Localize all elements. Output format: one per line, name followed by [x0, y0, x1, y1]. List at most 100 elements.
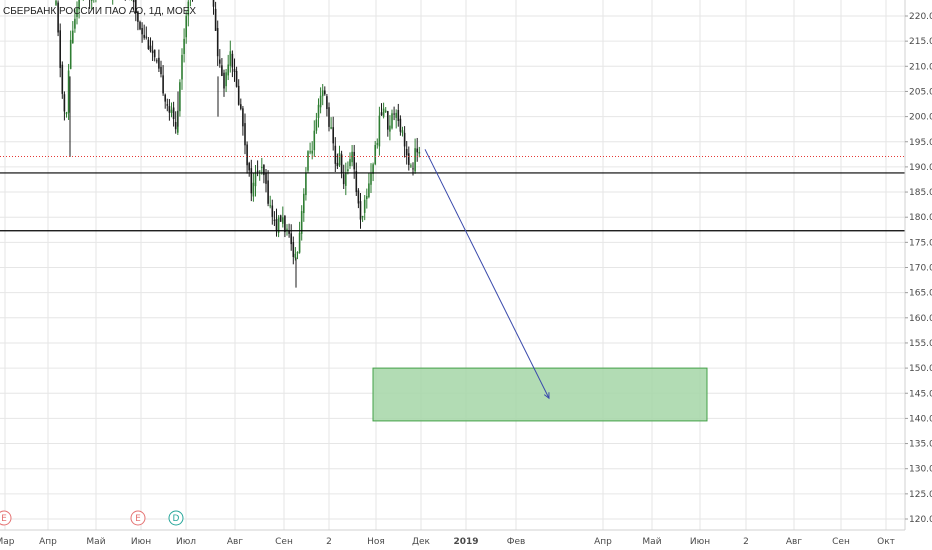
x-tick-label: Фев: [507, 537, 526, 547]
candle-body: [179, 82, 181, 112]
x-tick-label: Май: [642, 537, 661, 547]
y-tick-label: 195.00: [909, 138, 932, 148]
candle: [395, 109, 397, 129]
candle-body: [292, 242, 295, 257]
candle-body: [296, 251, 299, 254]
event-marker-circle: [168, 510, 184, 526]
candle-body: [181, 54, 183, 80]
x-tick-label: 2019: [453, 537, 478, 547]
candle: [250, 159, 253, 202]
candle-body: [347, 169, 349, 172]
x-tick-label: Окт: [877, 537, 895, 547]
candle: [321, 83, 324, 106]
candle-body: [345, 173, 347, 186]
candle: [391, 109, 393, 130]
candle: [72, 21, 74, 44]
x-tick-label: Июн: [131, 537, 151, 547]
candle: [269, 195, 271, 209]
candle-body: [59, 30, 61, 68]
candle: [345, 162, 347, 196]
x-tick-label: Дек: [412, 537, 431, 547]
y-tick-label: 205.00: [909, 87, 932, 97]
candle: [296, 251, 299, 260]
candle: [399, 115, 402, 136]
projection-arrow-line[interactable]: [424, 149, 550, 399]
event-marker[interactable]: E: [0, 510, 12, 526]
x-tick-label: Апр: [594, 537, 612, 547]
candle: [330, 117, 332, 130]
candle-body: [72, 30, 74, 43]
candle-body: [246, 144, 248, 166]
x-tick-label: Мар: [0, 537, 15, 547]
candle: [65, 111, 68, 118]
candle: [376, 138, 379, 149]
event-marker[interactable]: D: [168, 510, 184, 526]
candle: [212, 0, 215, 15]
candle-body: [389, 125, 391, 132]
candle-body: [240, 104, 242, 109]
candle: [414, 138, 416, 174]
y-tick-label: 175.00: [909, 238, 932, 248]
candle: [275, 208, 278, 237]
candle-body: [212, 0, 215, 7]
candle: [267, 170, 269, 207]
event-marker[interactable]: E: [130, 510, 146, 526]
candle-body: [366, 196, 368, 199]
candle: [273, 211, 276, 227]
candle-body: [303, 193, 305, 214]
candle: [166, 98, 169, 112]
candle-body: [313, 130, 316, 151]
candle-body: [76, 8, 78, 17]
candle: [216, 20, 219, 66]
candle: [357, 188, 360, 209]
candle: [82, 0, 84, 1]
candle-body: [305, 173, 307, 196]
candle-body: [168, 106, 171, 113]
candle: [372, 162, 374, 182]
x-tick-label: Авг: [227, 537, 243, 547]
price-axis[interactable]: [905, 0, 932, 550]
y-tick-label: 135.00: [909, 440, 932, 450]
candle: [74, 9, 76, 33]
candle-body: [275, 218, 278, 231]
candle-body: [399, 118, 402, 132]
candle: [235, 66, 238, 88]
candle-body: [288, 230, 290, 234]
y-tick-label: 150.00: [909, 364, 932, 374]
event-marker-circle: [130, 510, 146, 526]
candle-body: [374, 145, 376, 165]
candle: [76, 1, 78, 25]
candle: [393, 106, 395, 121]
candle: [69, 30, 72, 70]
candle: [225, 68, 227, 93]
candle: [181, 48, 183, 90]
candle-body: [397, 109, 400, 122]
candle-body: [57, 2, 59, 33]
y-tick-label: 155.00: [909, 339, 932, 349]
candle-body: [166, 104, 169, 106]
candle-body: [63, 94, 66, 112]
candle-body: [256, 170, 259, 172]
candle-body: [324, 90, 326, 95]
x-tick-label: Июн: [690, 537, 710, 547]
x-tick-label: 2: [326, 537, 332, 547]
candle-body: [61, 64, 64, 94]
candle-body: [244, 123, 246, 146]
candle: [361, 215, 364, 222]
candle: [168, 99, 171, 121]
target-zone[interactable]: [372, 367, 708, 422]
x-tick-label: Авг: [786, 537, 802, 547]
candle-body: [309, 151, 311, 153]
candle-body: [153, 49, 156, 58]
event-marker-label: D: [173, 514, 180, 524]
candle: [219, 49, 221, 68]
candle-body: [267, 180, 269, 204]
candle-body: [340, 154, 343, 173]
candle-body: [231, 53, 234, 68]
candle: [384, 107, 387, 113]
candle: [189, 0, 191, 7]
candle: [403, 126, 406, 158]
candle: [277, 215, 280, 238]
